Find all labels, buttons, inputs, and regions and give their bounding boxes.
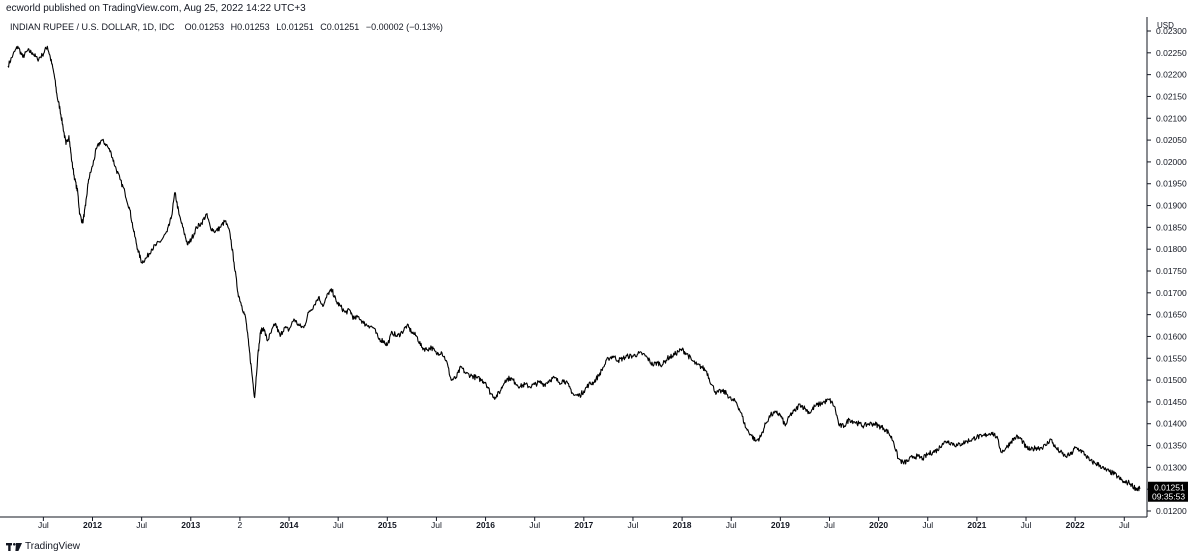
bar-countdown: 09:35:53: [1152, 492, 1185, 502]
series-layer: [7, 45, 1141, 492]
x-tick-label: Jul: [529, 520, 540, 530]
y-tick-label: 0.01900: [1156, 201, 1187, 211]
y-tick-label: 0.02050: [1156, 135, 1187, 145]
chart-area[interactable]: 0.02300 0.02250 0.02200 0.02150 0.02100 0.020…: [0, 17, 1200, 534]
open-label: O: [184, 22, 192, 32]
y-tick-label: 0.01650: [1156, 310, 1187, 320]
y-tick-label: 0.01200: [1156, 506, 1187, 516]
low-value: 0.01251: [281, 22, 314, 32]
brand-name: TradingView: [25, 541, 81, 552]
x-tick-label: Jul: [136, 520, 147, 530]
footer-brand[interactable]: TradingView: [6, 540, 80, 554]
currency-label: USD: [1157, 21, 1174, 30]
open-value: 0.01253: [191, 22, 225, 32]
y-tick-label: 0.01550: [1156, 353, 1187, 363]
y-tick-label: 0.02200: [1156, 70, 1187, 80]
high-label: H: [230, 22, 238, 32]
y-tick-label: 0.01950: [1156, 179, 1187, 189]
close-value: 0.01251: [326, 22, 360, 32]
tradingview-logo-icon: [6, 543, 22, 551]
x-tick-label: 2018: [673, 520, 692, 530]
x-tick-label: Jul: [38, 520, 49, 530]
x-tick-label: 2016: [476, 520, 495, 530]
x-tick-label: Jul: [628, 520, 639, 530]
y-tick-label: 0.01450: [1156, 397, 1187, 407]
last-price-badge: [1148, 481, 1188, 502]
symbol-title: INDIAN RUPEE / U.S. DOLLAR, 1D, IDC: [10, 22, 175, 32]
x-tick-label: Jul: [1119, 520, 1130, 530]
y-tick-label: 0.02150: [1156, 91, 1187, 101]
price-series-line: [7, 45, 1141, 492]
y-tick-label: 0.02000: [1156, 157, 1187, 167]
x-tick-label: Jul: [922, 520, 933, 530]
x-tick-label: 2020: [869, 520, 888, 530]
y-tick-label: 0.01300: [1156, 462, 1187, 472]
x-tick-label: 2022: [1066, 520, 1085, 530]
x-tick-label: 2017: [574, 520, 593, 530]
x-tick-label: 2019: [771, 520, 790, 530]
publisher-line: ecworld published on TradingView.com, Au…: [6, 2, 306, 16]
x-tick-label: 2014: [280, 520, 299, 530]
x-tick-label: 2012: [83, 520, 102, 530]
x-tick-label: Jul: [333, 520, 344, 530]
price-chart[interactable]: 0.02300 0.02250 0.02200 0.02150 0.02100 0.020…: [0, 17, 1200, 534]
change-value: −0.00002 (−0.13%): [365, 22, 443, 32]
x-tick-label: Jul: [431, 520, 442, 530]
y-tick-label: 0.01400: [1156, 419, 1187, 429]
y-tick-label: 0.01750: [1156, 266, 1187, 276]
high-value: 0.01253: [237, 22, 270, 32]
y-tick-label: 0.02300: [1156, 26, 1187, 36]
x-tick-label: Jul: [1021, 520, 1032, 530]
y-tick-label: 0.02250: [1156, 48, 1187, 58]
y-tick-label: 0.01600: [1156, 331, 1187, 341]
y-tick-label: 0.01800: [1156, 244, 1187, 254]
x-tick-label: Jul: [824, 520, 835, 530]
x-tick-label: 2: [238, 520, 243, 530]
y-tick-label: 0.01350: [1156, 441, 1187, 451]
x-tick-label: 2021: [967, 520, 986, 530]
published-text: ecworld published on TradingView.com, Au…: [6, 3, 306, 14]
y-tick-label: 0.02100: [1156, 113, 1187, 123]
y-tick-label: 0.01850: [1156, 222, 1187, 232]
close-label: C: [320, 22, 327, 32]
low-label: L: [276, 22, 282, 32]
x-tick-label: 2015: [378, 520, 397, 530]
y-tick-label: 0.01500: [1156, 375, 1187, 385]
y-tick-label: 0.01700: [1156, 288, 1187, 298]
x-tick-label: Jul: [726, 520, 737, 530]
last-price-value: 0.01251: [1154, 483, 1185, 493]
axes: 0.02300 0.02250 0.02200 0.02150 0.02100 0.020…: [0, 17, 1188, 530]
x-tick-label: 2013: [181, 520, 200, 530]
symbol-legend: INDIAN RUPEE / U.S. DOLLAR, 1D, IDC O0.0…: [10, 21, 447, 33]
